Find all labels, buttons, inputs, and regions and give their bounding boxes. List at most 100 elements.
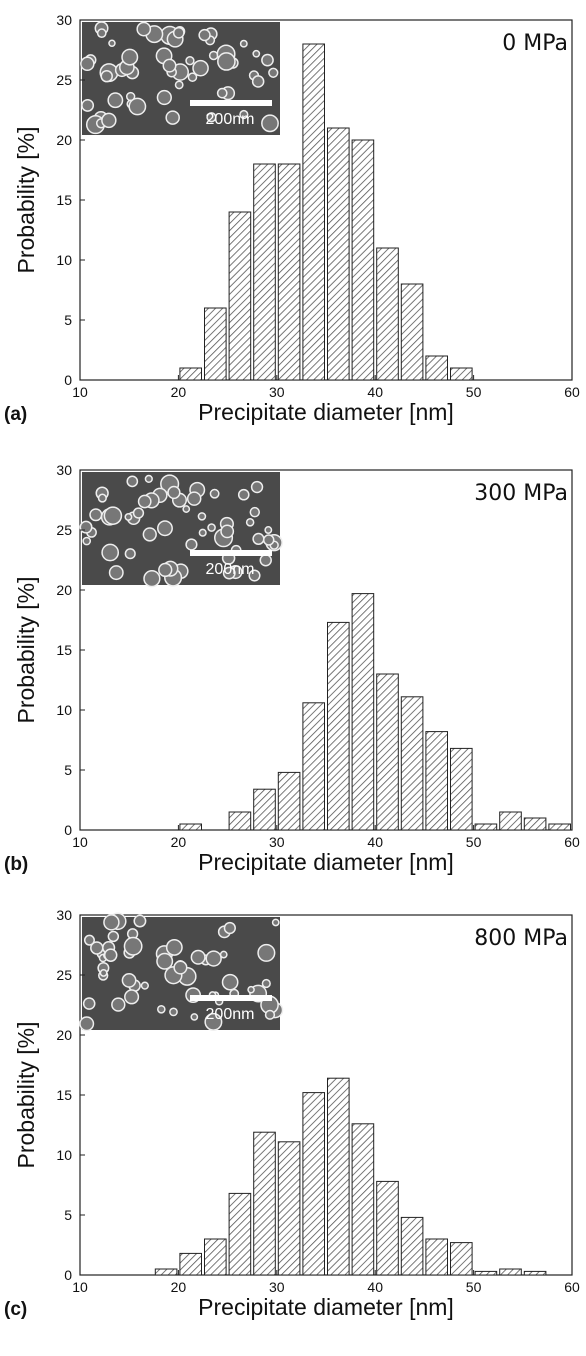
particle <box>121 972 137 988</box>
y-tick-label: 30 <box>56 907 72 923</box>
bar <box>376 247 399 381</box>
x-tick-label: 10 <box>72 834 88 850</box>
bar <box>499 1268 522 1276</box>
bar <box>277 163 301 381</box>
particle <box>107 92 124 109</box>
x-axis-label: Precipitate diameter [nm] <box>198 849 454 875</box>
particle <box>206 112 217 123</box>
bar <box>179 1252 202 1276</box>
particle <box>252 532 265 546</box>
particle <box>222 566 236 580</box>
particle <box>124 513 133 521</box>
particle <box>128 97 147 116</box>
x-tick-label: 10 <box>72 1279 88 1295</box>
bar <box>228 1192 252 1276</box>
bar <box>253 163 276 381</box>
particle <box>185 56 195 66</box>
bar <box>499 811 522 831</box>
panel: 200nm 0 5 10 15 20 25 30 10 20 30 40 50 60 Precipitate… <box>4 12 580 425</box>
particle <box>257 943 276 962</box>
bar <box>351 593 375 831</box>
particle <box>144 474 153 484</box>
particle <box>197 512 207 521</box>
particle <box>99 969 108 977</box>
x-tick-label: 60 <box>564 384 580 400</box>
bar <box>154 1268 178 1276</box>
x-tick-label: 20 <box>171 1279 187 1295</box>
inset-image: 200nm <box>80 21 280 135</box>
particle <box>198 528 207 537</box>
particle <box>247 985 255 994</box>
y-tick-label: 0 <box>64 372 72 388</box>
y-tick-label: 30 <box>56 12 72 28</box>
particle <box>156 952 174 970</box>
particle <box>79 1016 95 1032</box>
bar <box>302 1092 325 1276</box>
particle <box>97 493 107 503</box>
inset-label: 200nm <box>206 1006 255 1023</box>
particle <box>137 494 152 509</box>
particle <box>186 491 202 506</box>
y-tick-label: 20 <box>56 132 72 148</box>
particle <box>142 527 157 542</box>
inset-label: 200nm <box>206 561 255 578</box>
y-axis-label: Probability [%] <box>13 126 39 273</box>
particle <box>259 554 272 567</box>
particle <box>101 112 117 129</box>
particle <box>169 1007 178 1017</box>
particle <box>165 938 183 956</box>
bar <box>523 1270 547 1276</box>
particle <box>190 949 206 965</box>
bar <box>253 1131 276 1276</box>
particle <box>79 520 93 534</box>
bar <box>523 817 547 831</box>
bar <box>450 747 473 831</box>
particle <box>103 506 123 525</box>
particle <box>239 109 249 120</box>
panel: 200nm 0 5 10 15 20 25 30 10 20 30 40 50 60 Precipitate… <box>4 462 580 875</box>
bar <box>474 823 498 831</box>
bar <box>376 1180 399 1276</box>
particle <box>172 26 185 39</box>
particle <box>123 936 143 956</box>
particle <box>216 87 228 99</box>
particle <box>220 524 235 539</box>
x-tick-label: 30 <box>269 1279 285 1295</box>
particle <box>221 973 239 991</box>
y-tick-label: 20 <box>56 1027 72 1043</box>
particle <box>162 58 177 73</box>
bar <box>400 1216 424 1276</box>
bar <box>204 1238 227 1276</box>
y-tick-label: 10 <box>56 1147 72 1163</box>
bar <box>228 211 252 381</box>
bar <box>351 139 375 381</box>
particle <box>239 39 248 48</box>
bar <box>450 1242 473 1276</box>
particle <box>81 98 95 112</box>
bar <box>327 621 350 831</box>
inset-image: 200nm <box>79 912 284 1032</box>
bar <box>548 823 572 831</box>
y-tick-label: 15 <box>56 192 72 208</box>
inset-label: 200nm <box>206 111 255 128</box>
particle <box>237 488 250 501</box>
particle <box>217 52 236 71</box>
y-tick-label: 25 <box>56 967 72 983</box>
particle <box>205 950 222 967</box>
x-tick-label: 20 <box>171 384 187 400</box>
particle <box>80 56 95 72</box>
y-tick-label: 0 <box>64 822 72 838</box>
y-tick-label: 5 <box>64 1207 72 1223</box>
bar <box>400 696 424 831</box>
particle <box>89 508 103 522</box>
annotation: 0 MPa <box>502 31 568 56</box>
bar <box>425 355 448 381</box>
particle <box>262 534 275 546</box>
particle <box>219 950 228 959</box>
particle <box>108 565 124 581</box>
bar <box>277 771 301 831</box>
particle <box>156 89 172 106</box>
particle <box>264 1009 276 1020</box>
particle <box>173 960 188 975</box>
